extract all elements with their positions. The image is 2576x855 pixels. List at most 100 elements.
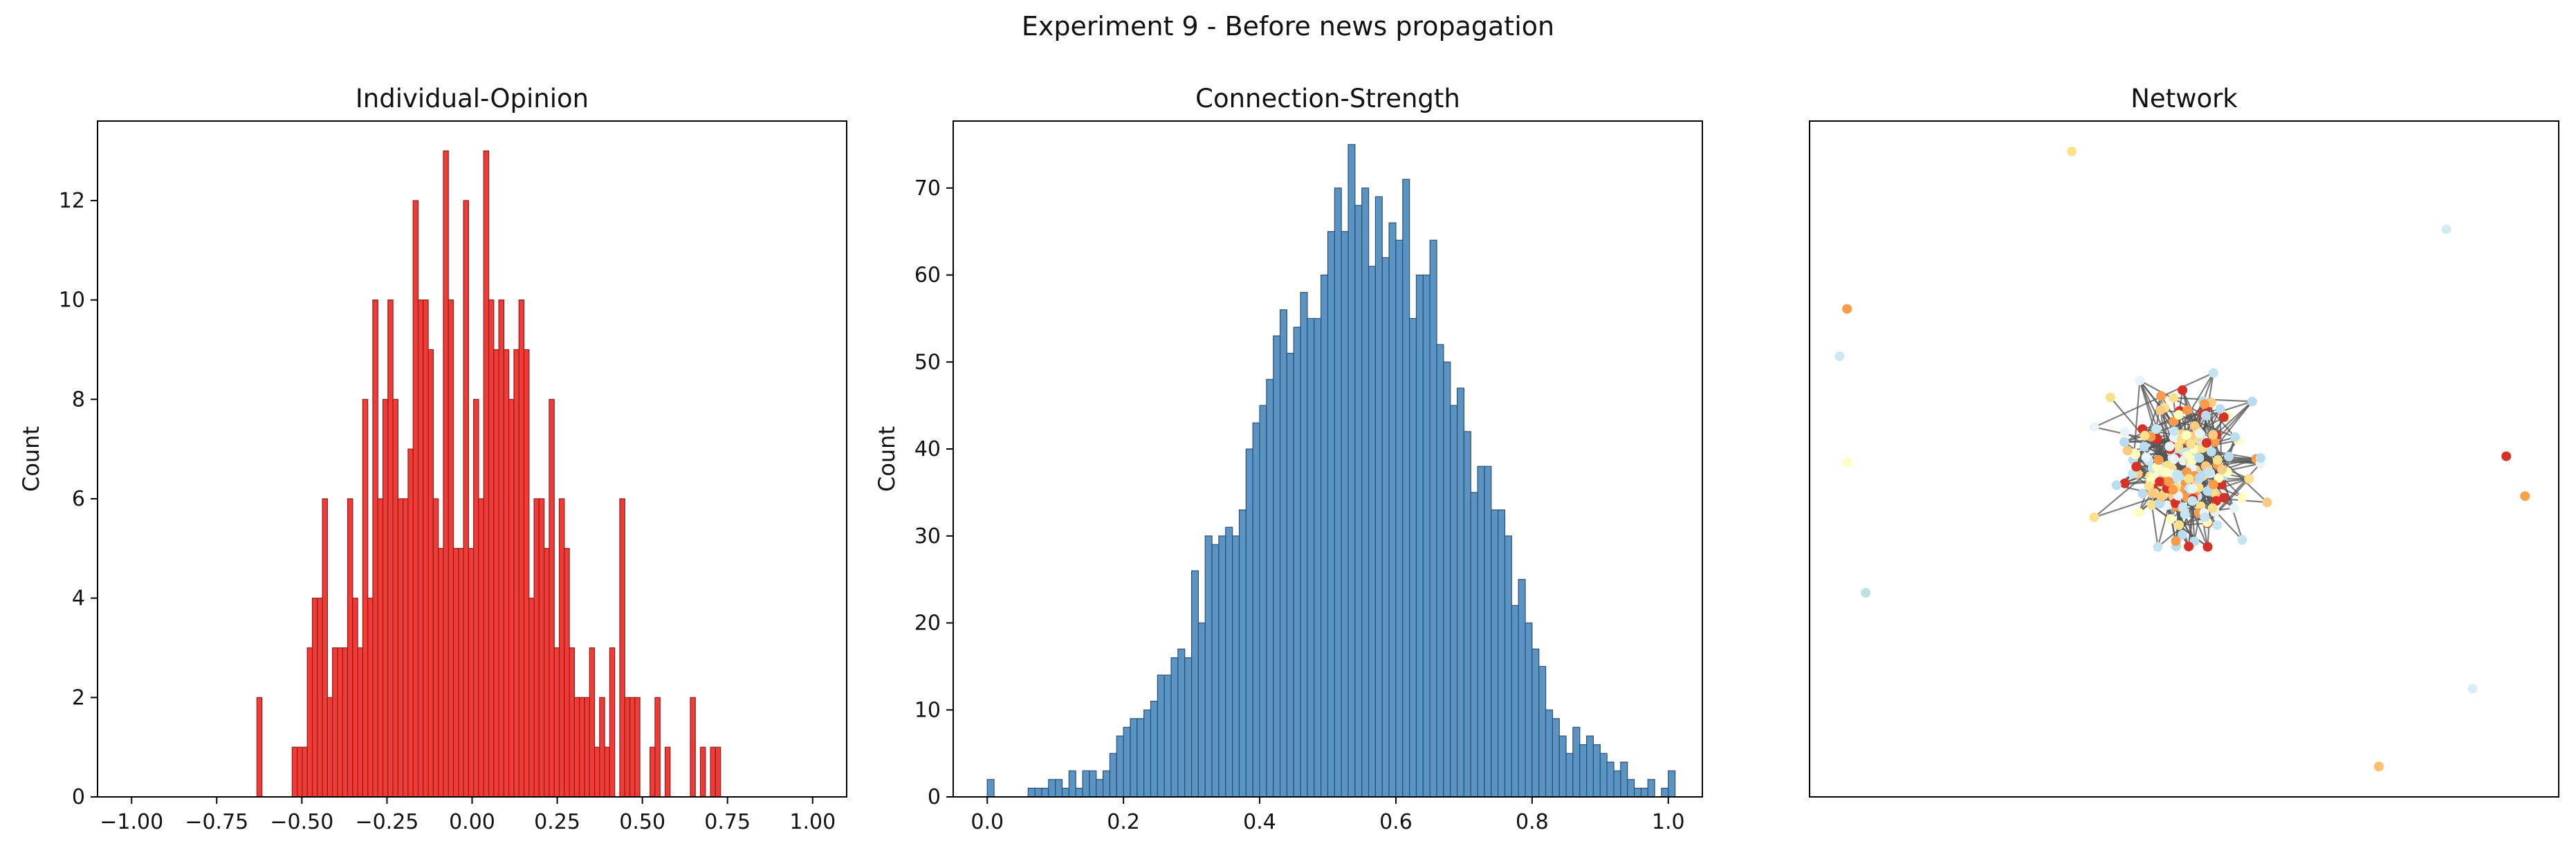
network-node xyxy=(2178,502,2188,513)
histogram-bar xyxy=(609,647,616,798)
histogram-individual-opinion: −1.00 −0.75 −0.50 −0.25 0.00 0.25 0.50 0.75 1.00… xyxy=(18,84,847,834)
histogram-bar xyxy=(1429,239,1437,798)
histogram-bar xyxy=(1592,744,1601,798)
histogram-bar xyxy=(317,598,323,798)
histogram-bar xyxy=(1089,770,1097,798)
histogram-bar xyxy=(1068,770,1076,798)
histogram-bar xyxy=(715,746,721,798)
network-node xyxy=(2146,500,2157,511)
histogram-bar xyxy=(1498,509,1506,798)
x-tick-label: 1.0 xyxy=(1652,810,1685,834)
network-node xyxy=(2219,493,2229,503)
network-node xyxy=(2202,542,2213,552)
histogram-bar xyxy=(1137,718,1145,798)
x-tick-label: 0.2 xyxy=(1107,810,1140,834)
x-tick-label: 0.00 xyxy=(449,810,495,834)
histogram-bar xyxy=(1204,535,1213,798)
x-tick-label: −0.50 xyxy=(270,810,333,834)
histogram-bar xyxy=(629,697,636,798)
histogram-bar xyxy=(1586,735,1594,798)
network-node xyxy=(2201,438,2211,448)
histogram-bar xyxy=(332,647,338,798)
histogram-bar xyxy=(352,598,358,798)
histogram-bar xyxy=(1531,648,1540,798)
histogram-bar xyxy=(322,498,328,798)
histogram-bar xyxy=(377,498,384,798)
histogram-bar xyxy=(483,150,490,798)
histogram-bar xyxy=(1579,744,1588,798)
histogram-bar xyxy=(1552,718,1560,798)
histogram-bar xyxy=(1266,378,1274,798)
histogram-bar xyxy=(1640,787,1648,798)
x-tick-label: −1.00 xyxy=(100,810,163,834)
histogram-bar xyxy=(1232,535,1240,798)
histogram-bar xyxy=(1190,570,1199,798)
histogram-bar xyxy=(710,746,716,798)
network-node xyxy=(2209,436,2220,447)
histogram-bar xyxy=(1279,309,1288,798)
network-node xyxy=(2200,410,2211,421)
histogram-bar xyxy=(1558,735,1567,798)
axes-title: Network xyxy=(2131,84,2238,113)
histogram-bar xyxy=(1307,318,1315,798)
network-node xyxy=(2164,441,2175,452)
histogram-bar xyxy=(1102,770,1111,798)
network-node xyxy=(2187,496,2198,506)
histogram-bar xyxy=(1374,196,1383,798)
histogram-bar xyxy=(1436,344,1444,798)
histogram-bar xyxy=(650,746,656,798)
histogram-bar xyxy=(417,300,424,798)
histogram-bar xyxy=(579,697,585,798)
histogram-bar xyxy=(624,697,631,798)
network-node xyxy=(2147,488,2158,499)
network-node xyxy=(2089,422,2099,432)
network-node xyxy=(2139,441,2149,452)
y-tick-label: 10 xyxy=(59,288,85,313)
y-tick-label: 10 xyxy=(914,698,941,722)
histogram-bar xyxy=(1409,318,1417,798)
histogram-bar xyxy=(1184,657,1193,798)
histogram-bar xyxy=(498,300,504,798)
network-node xyxy=(2184,474,2194,484)
histogram-bar xyxy=(1361,187,1370,798)
network-node xyxy=(2244,474,2254,484)
histogram-bar xyxy=(367,598,374,798)
histogram-bar xyxy=(432,498,439,798)
network-node xyxy=(2199,399,2209,410)
histogram-bar xyxy=(1177,648,1186,798)
x-tick-label: 0.75 xyxy=(704,810,751,834)
network-node xyxy=(2224,452,2234,462)
network-node xyxy=(2211,496,2222,506)
histogram-bar xyxy=(1273,335,1281,798)
y-tick-label: 20 xyxy=(914,612,941,636)
network-node-isolated xyxy=(1834,351,1845,361)
network-node xyxy=(2119,437,2130,448)
histogram-bar xyxy=(564,548,570,798)
histogram-bar xyxy=(1613,770,1621,798)
network-node xyxy=(2230,432,2241,442)
y-axis-label: Count xyxy=(874,426,900,492)
histogram-bar xyxy=(1245,448,1253,798)
histogram-bar xyxy=(1130,718,1138,798)
network-node xyxy=(2111,480,2122,490)
histogram-bar xyxy=(1538,665,1547,798)
histogram-bar xyxy=(397,498,404,798)
network-node-isolated xyxy=(2374,762,2384,772)
network-node xyxy=(2153,454,2164,465)
histogram-bar xyxy=(1252,422,1260,798)
histogram-bar xyxy=(1620,762,1628,798)
network-node xyxy=(2119,478,2130,488)
histogram-bar xyxy=(573,697,580,798)
histogram-bar xyxy=(599,697,605,798)
network-node xyxy=(2156,391,2166,401)
network-node xyxy=(2140,430,2150,441)
histogram-bar xyxy=(1545,709,1553,798)
histogram-bar xyxy=(458,548,464,798)
histogram-bar xyxy=(1456,387,1465,798)
histogram-bar xyxy=(387,300,394,798)
histogram-bar xyxy=(1518,579,1526,798)
histogram-bar xyxy=(1293,327,1301,798)
histogram-bar xyxy=(699,746,706,798)
network-node xyxy=(2173,441,2184,452)
y-tick-label: 4 xyxy=(72,587,85,611)
